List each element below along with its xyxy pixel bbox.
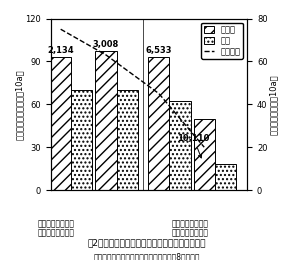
Text: 3,008: 3,008 [93, 40, 119, 49]
Text: 遊休農地畜産利用: 遊休農地畜産利用 [37, 229, 74, 238]
Text: 図2　面積当たり紧収益、費用、労働時間の比較: 図2 面積当たり紧収益、費用、労働時間の比較 [87, 238, 206, 247]
Bar [148, 57, 169, 190]
Text: 6,533: 6,533 [146, 46, 172, 55]
Text: 10,110: 10,110 [178, 134, 210, 158]
Bar [71, 90, 92, 190]
Bar [117, 90, 138, 190]
Y-axis label: 紧収益・費用（千円／10a）: 紧収益・費用（千円／10a） [15, 69, 24, 140]
Bar [194, 119, 215, 190]
Bar [215, 164, 236, 190]
Text: 注：グラフ中の数値は労働報酬額（円／8時間）。: 注：グラフ中の数値は労働報酬額（円／8時間）。 [93, 252, 200, 260]
Bar [169, 101, 191, 190]
Bar [50, 57, 71, 190]
Y-axis label: 労働時間（時間／10a）: 労働時間（時間／10a） [269, 74, 278, 135]
Text: 現状（稲作主体）: 現状（稲作主体） [37, 220, 74, 229]
Bar [96, 51, 117, 190]
Legend: 紧収益, 費用, 労働時間: 紧収益, 費用, 労働時間 [201, 23, 243, 59]
Text: 周年放牧省力管理: 周年放牧省力管理 [172, 229, 209, 238]
Text: 全農用地畜産利用: 全農用地畜産利用 [172, 220, 209, 229]
Text: 2,134: 2,134 [47, 46, 74, 55]
